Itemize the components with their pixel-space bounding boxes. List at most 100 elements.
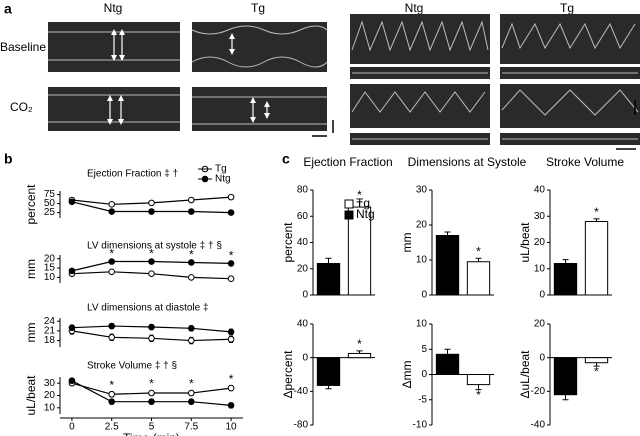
error-bar: [356, 201, 363, 208]
error-bar: [562, 394, 569, 401]
marker: [68, 198, 76, 206]
y-tick-label: 20: [416, 220, 428, 231]
marker: [187, 259, 195, 266]
x-tick-label: 5: [149, 422, 155, 433]
panel-label: c: [282, 151, 290, 167]
error-bar: [444, 348, 451, 355]
marker: [227, 193, 235, 201]
marker: [108, 390, 116, 398]
column-label: Ntg: [405, 1, 424, 15]
marker: [68, 377, 76, 385]
y-axis-label: mm: [400, 233, 414, 253]
y-tick-label: 0: [421, 290, 427, 301]
column-label: Ntg: [104, 1, 123, 15]
y-tick-label: 0: [539, 290, 545, 301]
legend-label: Tg: [215, 164, 227, 175]
y-tick-label: 25: [44, 207, 56, 218]
x-axis-label: Time (min): [123, 431, 180, 436]
panel-label: a: [4, 1, 12, 17]
error-bar: [593, 362, 600, 367]
annotation: *: [476, 244, 481, 258]
row-label: Baseline: [0, 40, 46, 54]
y-tick-label: -80: [294, 420, 309, 431]
legend-label: Ntg: [215, 174, 231, 185]
marker: [187, 389, 195, 397]
panel-label: b: [4, 151, 13, 167]
y-tick-label: 60: [297, 211, 309, 222]
y-tick-label: 10: [416, 319, 428, 330]
marker: [68, 324, 76, 331]
y-tick-label: 20: [44, 253, 56, 264]
bar: [435, 353, 460, 375]
y-tick-label: 40: [297, 319, 309, 330]
marker: [108, 268, 116, 276]
annotation: *: [189, 247, 194, 261]
y-tick-label: 75: [44, 189, 56, 200]
bar: [466, 261, 491, 296]
chart-title: Ejection Fraction: [303, 155, 392, 169]
x-tick-label: 10: [226, 422, 238, 433]
marker: [148, 389, 155, 397]
marker: [227, 402, 235, 409]
annotation: *: [229, 372, 234, 386]
row-label: CO₂: [10, 100, 33, 114]
marker: [148, 398, 155, 405]
chart-title: Ejection Fraction ‡ †: [87, 169, 178, 180]
y-axis-label: mm: [24, 259, 38, 279]
y-tick-label: 30: [416, 185, 428, 196]
y-tick-label: 10: [416, 255, 428, 266]
marker: [187, 398, 195, 405]
y-tick-label: 20: [534, 319, 546, 330]
chart-title: Stroke Volume: [546, 155, 624, 169]
marker: [187, 337, 195, 344]
bar: [347, 206, 372, 296]
bar: [584, 221, 609, 296]
bar: [584, 357, 609, 364]
legend-label: Ntg: [356, 207, 375, 221]
bar: [316, 263, 341, 296]
error-bar: [562, 259, 569, 264]
y-tick-label: 5: [421, 344, 427, 355]
y-tick-label: -10: [413, 420, 428, 431]
marker: [108, 334, 116, 341]
marker: [68, 267, 76, 275]
annotation: *: [189, 377, 194, 391]
bar: [553, 263, 578, 296]
marker: [148, 270, 155, 277]
bar: [466, 374, 491, 386]
y-axis-label: Δpercent: [281, 350, 295, 399]
bar: [316, 357, 341, 386]
marker: [108, 201, 116, 208]
y-tick-label: 18: [44, 335, 56, 346]
y-tick-label: 20: [534, 237, 546, 248]
marker: [148, 335, 155, 342]
m-mode-images: [48, 22, 334, 137]
annotation: *: [149, 377, 154, 391]
marker: [187, 208, 195, 215]
y-tick-label: 21: [44, 326, 56, 337]
marker: [108, 398, 116, 405]
column-label: Tg: [251, 1, 265, 15]
marker: [148, 258, 155, 265]
y-axis-label: percent: [281, 222, 295, 263]
marker: [227, 335, 235, 343]
annotation: *: [109, 378, 114, 392]
y-tick-label: 0: [539, 352, 545, 363]
y-axis-label: uL/beat: [518, 222, 532, 263]
y-tick-label: 0: [302, 290, 308, 301]
y-tick-label: -40: [294, 386, 309, 397]
y-axis-label: percent: [24, 184, 38, 225]
y-tick-label: 10: [44, 402, 56, 413]
y-tick-label: -40: [531, 420, 546, 431]
chart-title: LV dimensions at systole ‡ † §: [87, 241, 222, 252]
y-tick-label: 30: [534, 211, 546, 222]
marker: [187, 274, 195, 281]
legend-marker: [344, 199, 354, 209]
bar: [553, 357, 578, 396]
x-tick-label: 0: [69, 422, 75, 433]
y-tick-label: 20: [297, 263, 309, 274]
y-tick-label: 40: [534, 185, 546, 196]
x-tick-label: 2.5: [105, 422, 119, 433]
marker: [227, 209, 235, 216]
